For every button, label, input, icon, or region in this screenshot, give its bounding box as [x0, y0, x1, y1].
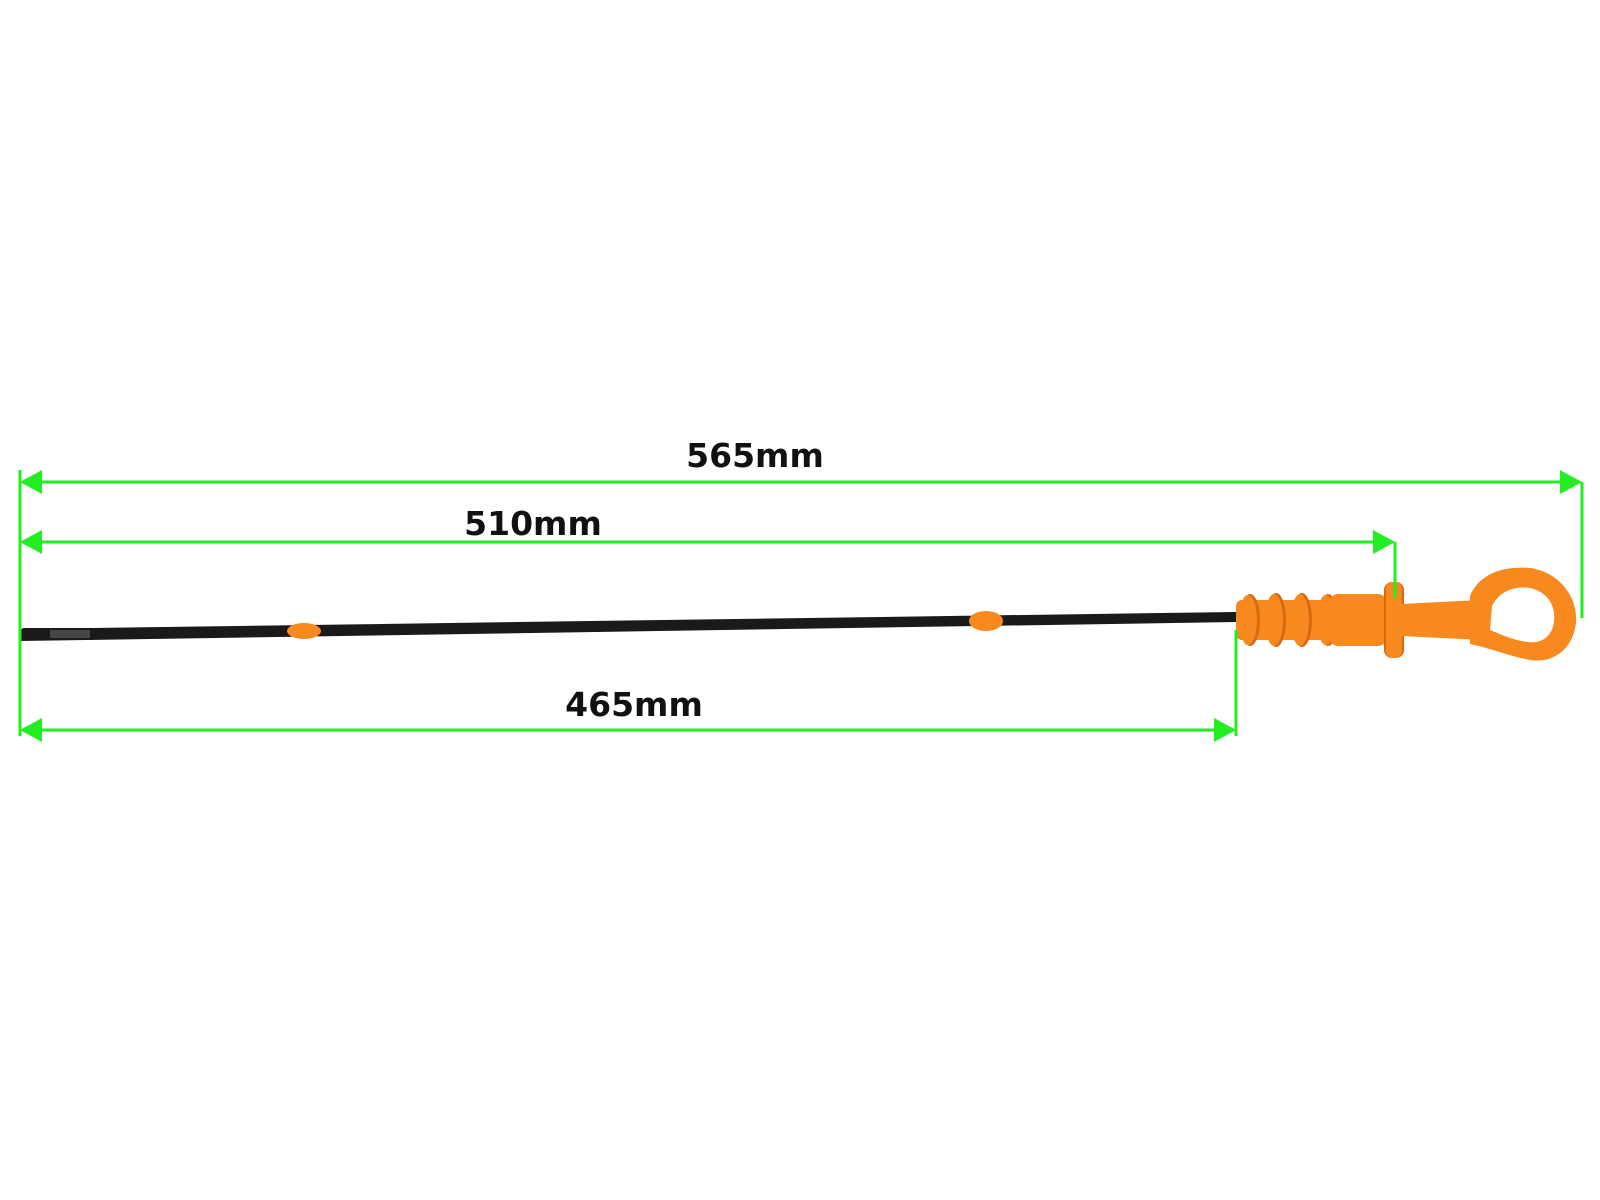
dimension-label-to-handle: 465mm	[565, 685, 703, 724]
arrowhead-handle-left	[20, 718, 42, 742]
dimension-lines: 565mm 510mm 465mm	[18, 436, 1584, 742]
dimension-to-collar: 510mm	[20, 504, 1395, 554]
dimension-overall: 565mm	[20, 436, 1582, 494]
arrowhead-overall-left	[20, 470, 42, 494]
rod-clip-2	[969, 611, 1003, 631]
arrowhead-collar-left	[20, 530, 42, 554]
dipstick-tip-hatch	[50, 630, 90, 638]
dipstick-handle	[1236, 567, 1577, 661]
arrowhead-overall-right	[1560, 470, 1582, 494]
rod-clip-1	[287, 623, 321, 639]
dimension-to-handle: 465mm	[20, 685, 1236, 742]
arrowhead-collar-right	[1373, 530, 1395, 554]
arrowhead-handle-right	[1214, 718, 1236, 742]
dipstick-rod	[20, 612, 1236, 641]
dimension-label-overall: 565mm	[686, 436, 824, 475]
dimension-label-to-collar: 510mm	[464, 504, 602, 543]
dipstick	[20, 567, 1577, 661]
